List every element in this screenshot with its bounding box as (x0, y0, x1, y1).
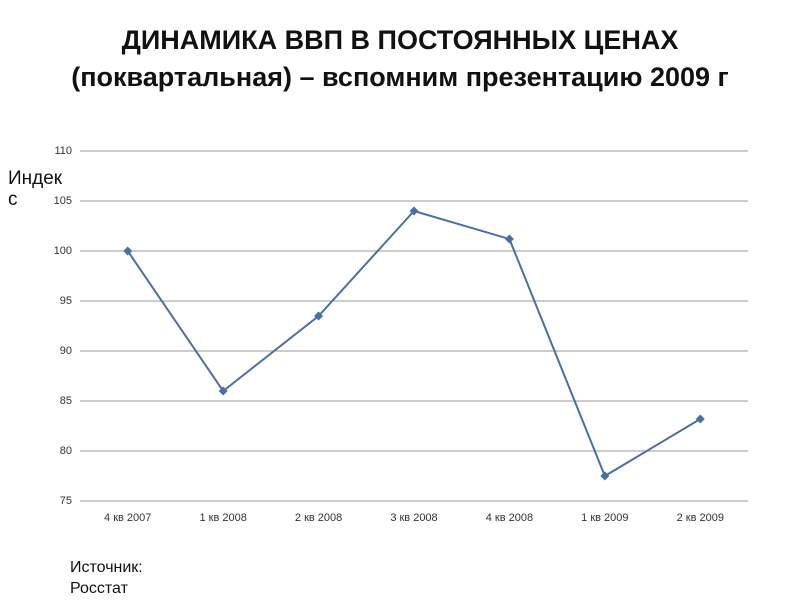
x-tick-label: 4 кв 2007 (104, 512, 151, 524)
x-tick-label: 4 кв 2008 (486, 512, 533, 524)
y-tick-label: 75 (60, 495, 72, 507)
y-tick-label: 85 (60, 395, 72, 407)
x-tick-label: 2 кв 2008 (295, 512, 342, 524)
y-tick-label: 105 (54, 195, 72, 207)
chart-title: ДИНАМИКА ВВП В ПОСТОЯННЫХ ЦЕНАХ (покварт… (71, 25, 729, 92)
data-point (504, 234, 514, 244)
y-axis-label: Индекс (8, 168, 63, 210)
y-tick-label: 110 (54, 145, 72, 157)
x-tick-label: 1 кв 2008 (199, 512, 246, 524)
x-tick-label: 3 кв 2008 (390, 512, 437, 524)
data-point (600, 471, 610, 481)
data-point (218, 386, 228, 396)
y-tick-label: 100 (54, 245, 72, 257)
y-tick-label: 90 (60, 345, 72, 357)
x-tick-label: 2 кв 2009 (677, 512, 724, 524)
x-tick-label: 1 кв 2009 (581, 512, 628, 524)
data-point (123, 246, 133, 256)
y-tick-label: 95 (60, 295, 72, 307)
source-note: Источник: Росстат (70, 559, 143, 597)
data-point (409, 206, 419, 216)
data-point (695, 414, 705, 424)
y-tick-label: 80 (60, 445, 72, 457)
data-point (314, 311, 324, 321)
